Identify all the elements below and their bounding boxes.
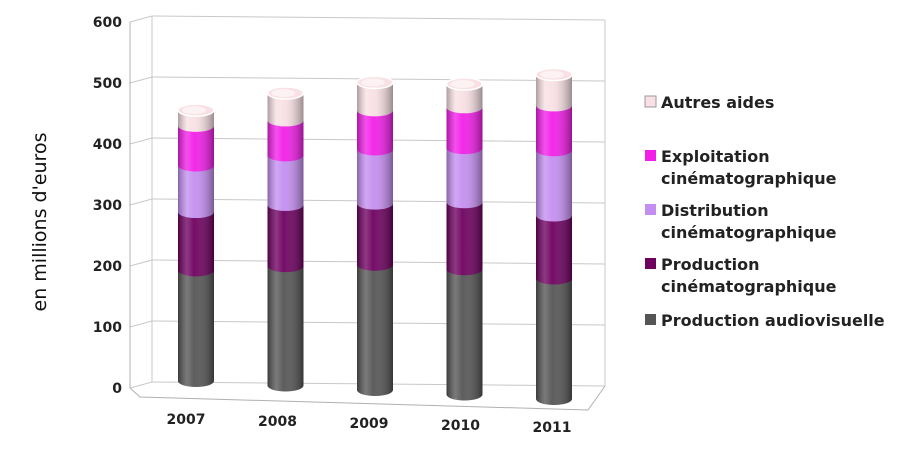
y-tick-label: 100	[93, 320, 122, 336]
bar-stack	[177, 103, 215, 387]
legend-label: Distribution	[661, 201, 769, 220]
bar-segment-shading	[357, 149, 393, 210]
legend-swatch	[645, 150, 656, 161]
y-tick-label: 500	[93, 76, 122, 92]
legend-swatch	[645, 204, 656, 215]
legend-label: Exploitation	[661, 147, 770, 166]
legend-item: Distribution cinématographique	[645, 201, 837, 242]
bar-stack	[535, 67, 573, 405]
x-axis-line	[129, 385, 606, 411]
x-tick-label: 2008	[258, 414, 297, 430]
bar-top-highlight	[361, 78, 385, 87]
legend-item: Production cinématographique	[645, 255, 837, 296]
gridline-depth	[129, 320, 153, 328]
bar-segment-shading	[178, 212, 214, 277]
bar-segment-shading	[446, 107, 483, 155]
bar-segment-shading	[536, 215, 572, 285]
legend-label: cinématographique	[661, 169, 837, 188]
bar-segment-shading	[536, 105, 572, 157]
gridline	[151, 15, 606, 21]
gridline-depth	[129, 259, 153, 267]
y-tick-label: 300	[93, 198, 122, 214]
gridline-depth	[129, 198, 153, 206]
y-axis-title: en millions d'euros	[29, 133, 51, 312]
legend: Autres aides Exploitation cinématographiqu…	[644, 93, 885, 330]
bar-segment-shading	[267, 155, 304, 211]
gridline-depth	[129, 76, 153, 84]
legend-label: Production audiovisuelle	[661, 311, 885, 330]
bar-stack	[356, 75, 394, 396]
y-tick-label: 200	[93, 259, 122, 275]
legend-label: Autres aides	[661, 93, 774, 112]
bar-segment-shading	[178, 270, 214, 387]
bar-stack	[266, 86, 305, 392]
legend-item: Production audiovisuelle	[645, 311, 885, 330]
legend-label: Production	[661, 255, 759, 274]
bar-segment-shading	[536, 150, 572, 222]
bar-segment-shading	[446, 148, 483, 209]
bar-segment-shading	[446, 202, 483, 276]
bar-top-highlight	[182, 106, 206, 115]
bar-segment-shading	[446, 84, 483, 114]
bar-segment-shading	[446, 269, 483, 401]
legend-label: cinématographique	[661, 223, 837, 242]
bar-segment-shading	[267, 120, 304, 162]
bar-segment-shading	[267, 204, 304, 273]
y-tick-label: 600	[93, 15, 122, 31]
y-tick-label: 0	[112, 381, 122, 397]
bar-segment-shading	[536, 278, 572, 405]
legend-swatch	[645, 314, 656, 325]
gridline-depth	[129, 381, 153, 389]
bar-segment-shading	[267, 93, 304, 127]
bar-top-highlight	[271, 89, 296, 98]
axes: 0 100 200 300 400 500 600 en millions d'euros 20…	[29, 15, 606, 436]
bars	[177, 67, 573, 405]
gridline-depth	[129, 137, 153, 145]
x-tick-label: 2009	[350, 416, 389, 432]
bar-stack	[445, 77, 484, 401]
legend-swatch	[645, 258, 656, 269]
bar-segment-shading	[357, 203, 393, 271]
bar-segment-shading	[357, 264, 393, 396]
x-tick-label: 2010	[441, 418, 480, 434]
bar-segment-shading	[357, 110, 393, 156]
x-tick-label: 2011	[533, 420, 572, 436]
x-tick-label: 2007	[167, 412, 206, 428]
bar-segment-shading	[178, 125, 214, 172]
y-tick-label: 400	[93, 137, 122, 153]
legend-item: Autres aides	[644, 93, 774, 112]
legend-item: Exploitation cinématographique	[645, 147, 837, 188]
bar-top-highlight	[540, 70, 564, 79]
bar-segment-shading	[357, 82, 393, 117]
legend-swatch	[644, 95, 657, 108]
bar-segment-shading	[536, 74, 572, 112]
gridline-depth	[129, 15, 153, 23]
legend-label: cinématographique	[661, 277, 837, 296]
bar-segment-shading	[178, 165, 214, 219]
bar-segment-shading	[267, 266, 304, 392]
bar-top-highlight	[450, 80, 475, 89]
